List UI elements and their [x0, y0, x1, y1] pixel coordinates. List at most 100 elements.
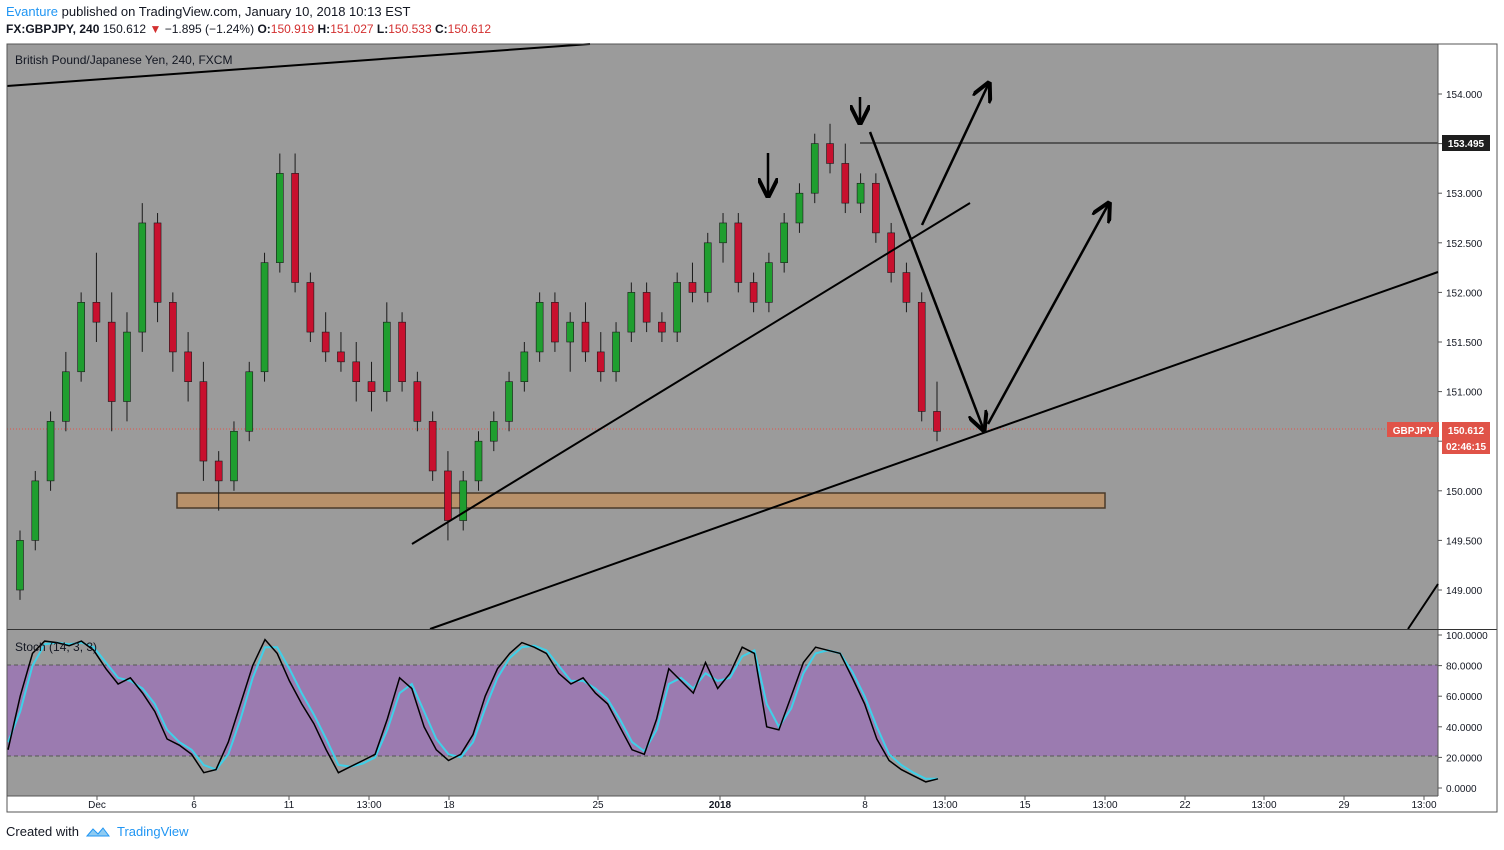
- open-label: O:: [257, 22, 271, 36]
- stoch-band: [7, 665, 1438, 756]
- stoch-tick-label: 40.0000: [1446, 723, 1483, 734]
- stoch-tick-label: 100.0000: [1446, 631, 1488, 642]
- close-value: 150.612: [447, 22, 492, 36]
- time-axis[interactable]: [7, 796, 1497, 812]
- candles: [16, 123, 941, 600]
- projection-arrow-up-1[interactable]: [920, 85, 988, 226]
- candle-body: [169, 302, 177, 353]
- time-tick-label: Dec: [88, 800, 106, 811]
- candle-body: [306, 282, 315, 333]
- candle-body: [444, 470, 452, 521]
- candle-body: [612, 331, 620, 373]
- candle-body: [153, 222, 162, 303]
- low-value: 150.533: [388, 22, 432, 36]
- price-tick-label: 151.500: [1446, 338, 1483, 349]
- symbol-tag-text: GBPJPY: [1393, 426, 1434, 437]
- close-label: C:: [434, 22, 448, 36]
- tradingview-link[interactable]: TradingView: [116, 824, 189, 839]
- footer: Created with TradingView: [6, 824, 189, 839]
- stoch-tick-label: 60.0000: [1446, 692, 1483, 703]
- candle-body: [46, 421, 55, 482]
- time-tick-label: 22: [1179, 800, 1191, 811]
- stoch-axis[interactable]: [1438, 630, 1497, 796]
- candle-body: [551, 302, 559, 343]
- candle-body: [77, 302, 85, 373]
- candle-body: [566, 321, 575, 343]
- support-zone[interactable]: [176, 492, 1106, 509]
- candle-body: [276, 173, 284, 263]
- projection-arrow-up-2[interactable]: [986, 205, 1108, 425]
- candle-body: [673, 282, 681, 333]
- candle-body: [321, 331, 330, 353]
- time-tick-label: 15: [1019, 800, 1031, 811]
- candle-body: [856, 182, 865, 204]
- candle-body: [642, 292, 651, 323]
- price-tick-label: 152.500: [1446, 239, 1483, 250]
- candle-body: [260, 262, 269, 373]
- time-tick-label: 2018: [709, 800, 732, 811]
- publish-header: Evanture published on TradingView.com, J…: [6, 4, 410, 20]
- candle-body: [459, 480, 468, 521]
- symbol-label: FX:GBPJPY, 240: [6, 22, 100, 36]
- candle-body: [520, 351, 529, 382]
- candle-body: [123, 331, 131, 402]
- time-ticks: Dec 6 11 13:00 18 25 2018 8 13:00 15 13:00 22 13:00 2…: [88, 796, 1437, 811]
- candle-body: [337, 351, 345, 363]
- candle-body: [749, 282, 758, 303]
- tradingview-logo-icon: [85, 826, 110, 836]
- author-link[interactable]: Evanture: [6, 4, 59, 19]
- time-tick-label: 13:00: [1251, 800, 1276, 811]
- time-tick-label: 29: [1338, 800, 1350, 811]
- upper-trendline[interactable]: [6, 43, 591, 87]
- down-arrow-icon: ▼: [149, 22, 162, 36]
- created-with-text: Created with: [6, 824, 79, 839]
- candle-body: [535, 302, 544, 353]
- stoch-tick-label: 20.0000: [1446, 753, 1483, 764]
- stoch-tick-label: 80.0000: [1446, 662, 1483, 673]
- candle-body: [245, 371, 254, 432]
- candle-body: [428, 421, 437, 472]
- level-tag: [1442, 135, 1490, 151]
- rising-trendline-1[interactable]: [411, 202, 971, 545]
- candle-body: [398, 321, 406, 382]
- candle-body: [367, 381, 376, 392]
- candle-body: [933, 411, 941, 432]
- price-tick-label: 151.000: [1446, 388, 1483, 399]
- candle-body: [107, 321, 116, 402]
- chart-title: British Pound/Japanese Yen, 240, FXCM: [15, 53, 232, 67]
- time-tick-label: 8: [862, 800, 868, 811]
- candle-body: [62, 371, 70, 422]
- price-pane[interactable]: [7, 44, 1438, 629]
- low-label: L:: [376, 22, 389, 36]
- projection-arrow-down[interactable]: [868, 131, 983, 428]
- candle-body: [31, 480, 40, 541]
- candle-body: [596, 351, 605, 373]
- candle-body: [841, 163, 850, 204]
- candle-body: [780, 222, 788, 263]
- candle-body: [719, 222, 727, 244]
- candle-body: [688, 282, 697, 293]
- candle-body: [138, 222, 147, 333]
- time-tick-label: 11: [284, 800, 295, 811]
- price-tick-label: 154.000: [1446, 90, 1483, 101]
- symbol-tag: [1387, 422, 1439, 437]
- rising-trendline-3[interactable]: [1407, 583, 1439, 630]
- change-value: −1.895 (−1.24%): [164, 22, 255, 36]
- time-tick-label: 25: [592, 800, 604, 811]
- chart-frame: [6, 43, 1498, 813]
- candle-body: [627, 292, 636, 333]
- stoch-tick-label: 0.0000: [1446, 784, 1477, 795]
- stoch-k-line: [7, 638, 939, 783]
- rising-trendline-2[interactable]: [429, 271, 1439, 630]
- stoch-title: Stoch (14, 3, 3): [15, 640, 97, 654]
- level-tag-text: 153.495: [1448, 139, 1485, 150]
- candle-body: [795, 192, 804, 224]
- candle-body: [92, 302, 101, 323]
- time-tick-label: 13:00: [1411, 800, 1436, 811]
- high-label: H:: [317, 22, 331, 36]
- price-tick-label: 149.500: [1446, 536, 1483, 547]
- last-price: 150.612: [102, 22, 147, 36]
- candle-body: [184, 351, 192, 382]
- candle-body: [581, 321, 590, 353]
